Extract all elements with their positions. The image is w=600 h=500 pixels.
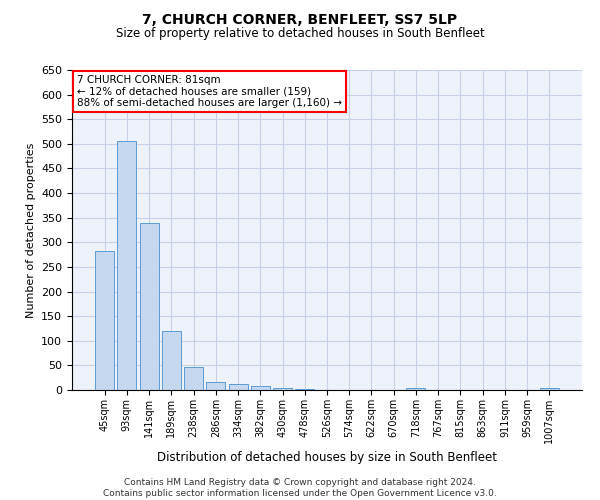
Text: Contains HM Land Registry data © Crown copyright and database right 2024.
Contai: Contains HM Land Registry data © Crown c…: [103, 478, 497, 498]
Bar: [184, 367, 203, 390]
Bar: [273, 388, 292, 390]
Text: 7 CHURCH CORNER: 81sqm
← 12% of detached houses are smaller (159)
88% of semi-de: 7 CHURCH CORNER: 81sqm ← 12% of detached…: [77, 75, 342, 108]
Text: Size of property relative to detached houses in South Benfleet: Size of property relative to detached ho…: [116, 28, 484, 40]
Bar: [229, 384, 248, 390]
Bar: [295, 388, 314, 390]
Y-axis label: Number of detached properties: Number of detached properties: [26, 142, 35, 318]
X-axis label: Distribution of detached houses by size in South Benfleet: Distribution of detached houses by size …: [157, 452, 497, 464]
Bar: [162, 331, 181, 390]
Bar: [406, 388, 425, 390]
Bar: [95, 251, 114, 390]
Bar: [118, 142, 136, 390]
Bar: [140, 222, 158, 390]
Bar: [206, 382, 225, 390]
Text: 7, CHURCH CORNER, BENFLEET, SS7 5LP: 7, CHURCH CORNER, BENFLEET, SS7 5LP: [142, 12, 458, 26]
Bar: [540, 388, 559, 390]
Bar: [251, 386, 270, 390]
